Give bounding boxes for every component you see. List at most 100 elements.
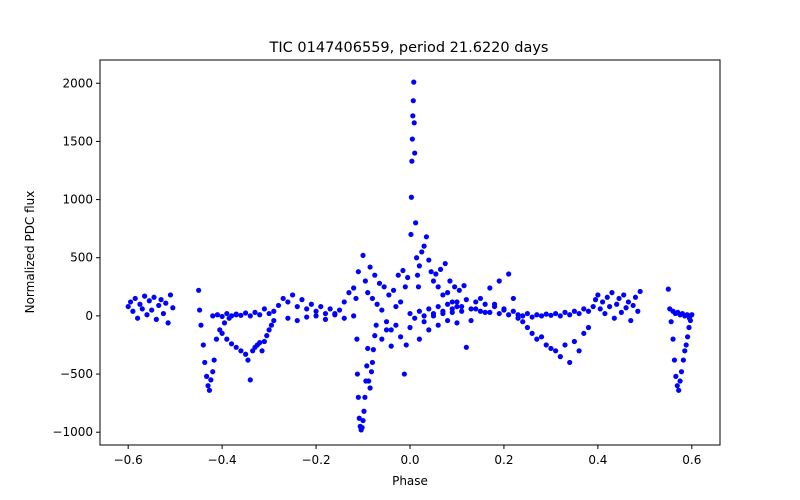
data-point	[557, 313, 563, 319]
data-point	[411, 120, 417, 126]
data-point	[670, 336, 676, 342]
data-point	[440, 308, 446, 314]
data-point	[245, 357, 251, 363]
data-point	[299, 297, 305, 303]
data-point	[415, 284, 422, 290]
x-tick-label: −0.4	[208, 453, 237, 467]
data-point	[206, 387, 213, 393]
data-point	[673, 373, 679, 379]
data-point	[318, 303, 324, 310]
y-tick-label: 500	[70, 251, 93, 265]
data-point	[487, 309, 493, 315]
data-point	[401, 371, 407, 377]
data-point	[553, 310, 559, 317]
data-point	[205, 383, 211, 389]
data-points	[125, 79, 695, 433]
data-point	[355, 394, 361, 400]
data-point	[366, 378, 372, 384]
data-point	[400, 267, 406, 274]
data-point	[198, 322, 204, 328]
data-point	[289, 292, 296, 298]
y-axis-label: Normalized PDC flux	[23, 191, 37, 314]
data-point	[360, 417, 366, 424]
data-point	[623, 305, 629, 311]
data-point	[410, 113, 416, 119]
data-point	[409, 158, 415, 164]
data-point	[683, 342, 689, 348]
data-point	[529, 330, 535, 336]
data-point	[210, 313, 216, 319]
data-point	[477, 308, 484, 314]
data-point	[411, 79, 417, 85]
data-point	[581, 306, 587, 312]
data-point	[151, 294, 157, 300]
data-point	[261, 338, 267, 345]
data-point	[444, 290, 451, 296]
data-point	[353, 295, 359, 302]
data-point	[132, 295, 138, 302]
y-tick-label: 0	[85, 309, 93, 323]
data-point	[444, 301, 451, 307]
data-point	[567, 312, 573, 318]
data-point	[496, 278, 502, 284]
data-point	[571, 338, 577, 345]
data-point	[665, 286, 671, 292]
data-point	[686, 324, 692, 331]
data-point	[266, 310, 272, 317]
data-point	[365, 345, 371, 352]
data-point	[257, 340, 263, 346]
chart-title: TIC 0147406559, period 21.6220 days	[269, 40, 549, 56]
data-point	[487, 285, 493, 291]
data-point	[426, 327, 432, 333]
data-point	[402, 284, 408, 290]
data-point	[454, 303, 460, 310]
data-point	[433, 271, 439, 277]
data-point	[139, 306, 145, 312]
data-point	[373, 322, 379, 328]
data-point	[421, 243, 427, 249]
data-point	[341, 299, 347, 305]
data-point	[224, 310, 230, 317]
data-point	[416, 308, 422, 314]
data-point	[440, 292, 446, 298]
data-point	[416, 336, 422, 342]
data-point	[447, 278, 453, 284]
x-tick-label: 0.2	[494, 453, 513, 467]
data-point	[553, 348, 559, 354]
data-point	[473, 306, 479, 312]
data-point	[313, 308, 319, 314]
data-point	[247, 313, 253, 319]
data-point	[419, 249, 425, 255]
data-point	[360, 252, 366, 259]
data-point	[616, 295, 622, 302]
data-point	[567, 359, 573, 366]
data-point	[156, 302, 162, 309]
data-point	[543, 311, 549, 317]
data-point	[581, 330, 587, 336]
data-point	[468, 317, 474, 324]
data-point	[351, 313, 357, 319]
data-point	[365, 290, 371, 296]
data-point	[463, 297, 469, 303]
data-point	[454, 299, 460, 305]
data-point	[602, 310, 608, 317]
data-point	[491, 303, 498, 310]
data-point	[628, 317, 634, 324]
data-point	[562, 309, 568, 315]
data-point	[412, 315, 418, 321]
data-point	[368, 369, 375, 375]
data-point	[252, 309, 258, 315]
data-point	[676, 387, 682, 393]
data-point	[506, 312, 512, 318]
data-point	[383, 327, 390, 333]
data-point	[609, 290, 615, 296]
data-point	[459, 303, 465, 310]
data-point	[674, 383, 680, 389]
data-point	[271, 317, 277, 324]
data-point	[214, 312, 221, 318]
data-point	[684, 334, 691, 340]
data-point	[362, 394, 368, 400]
y-tick-label: 1500	[62, 134, 93, 148]
x-tick-label: 0.6	[682, 453, 701, 467]
data-point	[571, 308, 577, 314]
